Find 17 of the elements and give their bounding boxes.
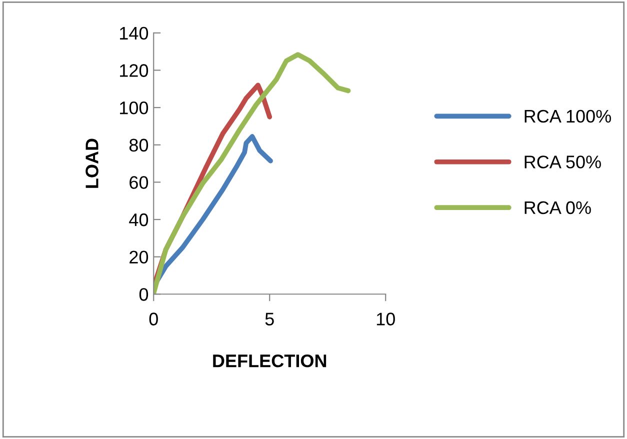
y-tick-label: 0 [139,288,148,301]
x-tick-label: 10 [376,312,395,326]
y-tick-label: 140 [120,26,148,40]
x-tick-label: 0 [149,312,158,326]
y-axis-title: LOAD [86,138,98,188]
y-tick-label: 60 [130,176,148,189]
y-tick-label: 100 [120,101,148,114]
x-axis-title: DEFLECTION [213,354,326,368]
y-tick-label: 80 [129,138,148,152]
x-tick-label: 5 [265,312,274,326]
y-tick-label: 20 [130,250,148,264]
legend-label: RCA 100% [524,110,611,123]
y-tick-label: 120 [120,64,148,77]
legend-label: RCA 50% [524,156,601,168]
legend-label: RCA 0% [524,201,591,214]
line-series [154,52,351,294]
y-tick-label: 40 [129,213,148,226]
